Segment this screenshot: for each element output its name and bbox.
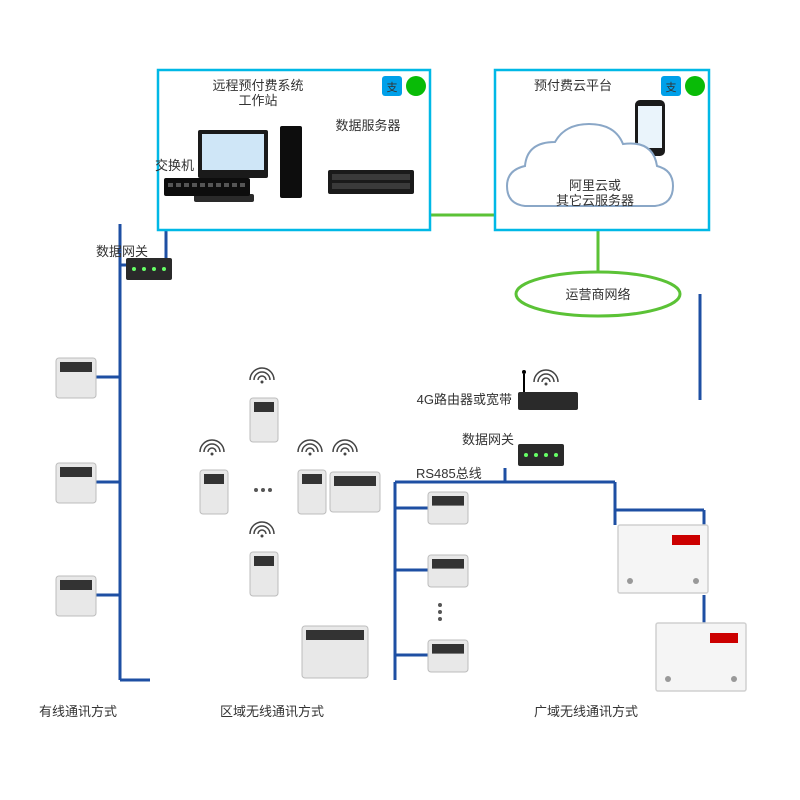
svg-text:数据网关: 数据网关 xyxy=(462,432,514,447)
wired-label: 有线通讯方式 xyxy=(39,704,117,719)
regional-label: 区域无线通讯方式 xyxy=(220,704,324,719)
wechat-icon xyxy=(685,76,705,96)
ellipsis-icon xyxy=(268,488,272,492)
wechat-icon xyxy=(406,76,426,96)
svg-text:运营商网络: 运营商网络 xyxy=(565,287,630,302)
ellipsis-icon xyxy=(254,488,258,492)
server-icon xyxy=(328,170,414,194)
svg-text:交换机: 交换机 xyxy=(155,158,194,173)
svg-text:4G路由器或宽带: 4G路由器或宽带 xyxy=(417,392,512,407)
router-icon xyxy=(518,392,578,410)
ellipsis-icon xyxy=(438,610,442,614)
svg-text:预付费云平台: 预付费云平台 xyxy=(534,78,612,93)
svg-text:支: 支 xyxy=(387,81,398,94)
ellipsis-icon xyxy=(438,603,442,607)
ellipsis-icon xyxy=(261,488,265,492)
svg-text:数据网关: 数据网关 xyxy=(96,244,148,259)
ellipsis-icon xyxy=(438,617,442,621)
wide-label: 广域无线通讯方式 xyxy=(534,704,638,719)
svg-text:RS485总线: RS485总线 xyxy=(416,466,482,481)
svg-text:支: 支 xyxy=(666,81,677,94)
pc-tower-icon xyxy=(280,126,302,198)
svg-text:数据服务器: 数据服务器 xyxy=(335,118,400,133)
